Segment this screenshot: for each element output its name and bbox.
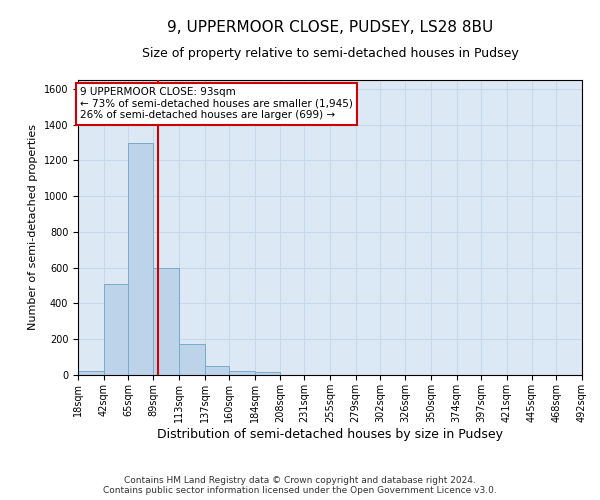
Bar [205, 366, 229, 375]
Bar [179, 344, 205, 375]
Bar [78, 370, 104, 375]
X-axis label: Distribution of semi-detached houses by size in Pudsey: Distribution of semi-detached houses by … [157, 428, 503, 440]
Text: Size of property relative to semi-detached houses in Pudsey: Size of property relative to semi-detach… [142, 48, 518, 60]
Bar [254, 372, 280, 375]
Bar [229, 370, 254, 375]
Bar [154, 268, 179, 375]
Bar [104, 284, 128, 375]
Bar [128, 144, 154, 375]
Text: 9, UPPERMOOR CLOSE, PUDSEY, LS28 8BU: 9, UPPERMOOR CLOSE, PUDSEY, LS28 8BU [167, 20, 493, 35]
Y-axis label: Number of semi-detached properties: Number of semi-detached properties [28, 124, 38, 330]
Text: Contains HM Land Registry data © Crown copyright and database right 2024.
Contai: Contains HM Land Registry data © Crown c… [103, 476, 497, 495]
Text: 9 UPPERMOOR CLOSE: 93sqm
← 73% of semi-detached houses are smaller (1,945)
26% o: 9 UPPERMOOR CLOSE: 93sqm ← 73% of semi-d… [80, 87, 353, 120]
